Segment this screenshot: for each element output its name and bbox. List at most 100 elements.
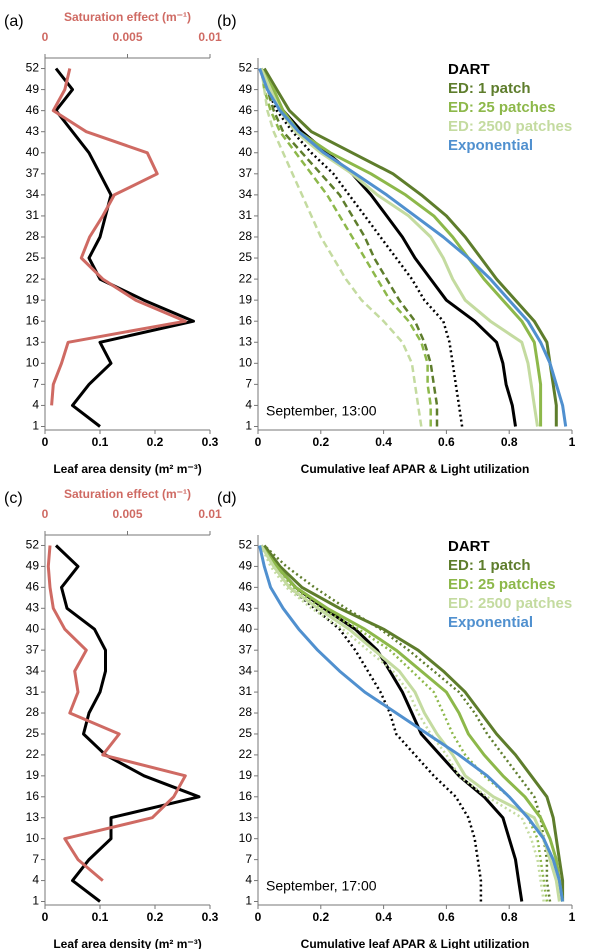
x-tick-label: 0.6	[438, 435, 455, 449]
y-tick-label: 34	[239, 187, 253, 201]
y-tick-label: 43	[239, 600, 253, 614]
x2-tick-label: 0.005	[112, 507, 142, 521]
y-tick-label: 34	[26, 187, 40, 201]
panel-label: (c)	[4, 490, 23, 507]
x2-tick-label: 0	[42, 507, 49, 521]
y-tick-label: 13	[26, 334, 40, 348]
y-tick-label: 31	[26, 208, 40, 222]
x-tick-label: 0.2	[312, 910, 329, 924]
x-tick-label: 0.2	[147, 910, 164, 924]
data-line	[50, 68, 187, 406]
x-tick-label: 0.4	[375, 435, 392, 449]
x-tick-label: 0.3	[202, 435, 219, 449]
y-tick-label: 34	[239, 663, 253, 677]
x2-tick-label: 0	[42, 30, 49, 44]
x-tick-label: 0	[42, 435, 49, 449]
y-tick-label: 49	[239, 82, 253, 96]
y-tick-label: 16	[26, 313, 40, 327]
data-line	[259, 544, 565, 902]
x-tick-label: 0.1	[92, 435, 109, 449]
y-tick-label: 13	[239, 810, 253, 824]
annotation-box	[261, 875, 379, 897]
annotation: September, 13:00	[266, 403, 377, 419]
x-tick-label: 0.2	[147, 435, 164, 449]
y-tick-label: 25	[239, 726, 253, 740]
panel-label: (b)	[217, 13, 237, 30]
y-tick-label: 49	[26, 82, 40, 96]
y-tick-label: 19	[26, 768, 40, 782]
y-tick-label: 28	[239, 705, 253, 719]
legend-entry: ED: 25 patches	[448, 576, 556, 593]
y-tick-label: 37	[239, 642, 253, 656]
y-tick-label: 22	[26, 747, 40, 761]
y-tick-label: 34	[26, 663, 40, 677]
y-tick-label: 22	[26, 271, 40, 285]
y-tick-label: 31	[239, 684, 253, 698]
y-tick-label: 16	[239, 789, 253, 803]
y-tick-label: 25	[26, 726, 40, 740]
y-tick-label: 1	[32, 419, 39, 433]
y-tick-label: 19	[239, 768, 253, 782]
x-tick-label: 1	[569, 910, 576, 924]
x-tick-label: 0.8	[501, 435, 518, 449]
y-tick-label: 52	[26, 538, 40, 552]
panel-label: (a)	[4, 13, 24, 30]
x2-tick-label: 0.01	[198, 507, 222, 521]
x-tick-label: 0.3	[202, 910, 219, 924]
y-tick-label: 49	[26, 559, 40, 573]
y-tick-label: 28	[239, 229, 253, 243]
light-utilization-line	[259, 68, 423, 427]
legend-entry: DART	[448, 61, 490, 78]
light-utilization-line	[259, 68, 432, 427]
x-tick-label: 0.6	[438, 910, 455, 924]
light-utilization-line	[259, 544, 545, 902]
y-tick-label: 22	[239, 747, 253, 761]
x-tick-label: 0.1	[92, 910, 109, 924]
x-tick-label: 0	[255, 910, 262, 924]
x2-tick-label: 0.01	[198, 30, 222, 44]
annotation-box	[261, 400, 379, 422]
y-tick-label: 10	[26, 355, 40, 369]
y-tick-label: 49	[239, 559, 253, 573]
x-axis-title: Leaf area density (m² m⁻³)	[53, 462, 201, 476]
legend-entry: ED: 2500 patches	[448, 118, 572, 135]
x-tick-label: 0	[42, 910, 49, 924]
y-tick-label: 46	[26, 580, 40, 594]
y-tick-label: 40	[239, 621, 253, 635]
y-tick-label: 13	[239, 334, 253, 348]
y-tick-label: 10	[26, 831, 40, 845]
annotation: September, 17:00	[266, 878, 377, 894]
x-tick-label: 0.2	[312, 435, 329, 449]
x2-axis-title: Saturation effect (m⁻¹)	[64, 10, 191, 24]
data-line	[54, 67, 195, 428]
x-tick-label: 0.4	[375, 910, 392, 924]
y-tick-label: 16	[239, 313, 253, 327]
data-line	[258, 67, 568, 427]
light-utilization-line	[260, 544, 549, 902]
data-line	[259, 67, 539, 427]
y-tick-label: 28	[26, 229, 40, 243]
data-line	[259, 67, 517, 427]
x-tick-label: 1	[569, 435, 576, 449]
y-tick-label: 40	[239, 145, 253, 159]
legend-entry: ED: 1 patch	[448, 80, 531, 97]
x-axis-title: Leaf area density (m² m⁻³)	[53, 937, 201, 949]
legend-entry: Exponential	[448, 614, 533, 631]
y-tick-label: 40	[26, 621, 40, 635]
y-tick-label: 46	[239, 103, 253, 117]
y-tick-label: 31	[26, 684, 40, 698]
y-tick-label: 25	[26, 250, 40, 264]
y-tick-label: 7	[32, 852, 39, 866]
y-tick-label: 7	[245, 852, 252, 866]
y-tick-label: 19	[26, 292, 40, 306]
x-tick-label: 0.8	[501, 910, 518, 924]
y-tick-label: 4	[245, 398, 252, 412]
y-tick-label: 52	[239, 61, 253, 75]
y-tick-label: 1	[32, 894, 39, 908]
y-tick-label: 25	[239, 250, 253, 264]
x2-axis-title: Saturation effect (m⁻¹)	[64, 487, 191, 501]
y-tick-label: 43	[239, 124, 253, 138]
y-tick-label: 52	[26, 61, 40, 75]
light-utilization-line	[259, 68, 439, 427]
